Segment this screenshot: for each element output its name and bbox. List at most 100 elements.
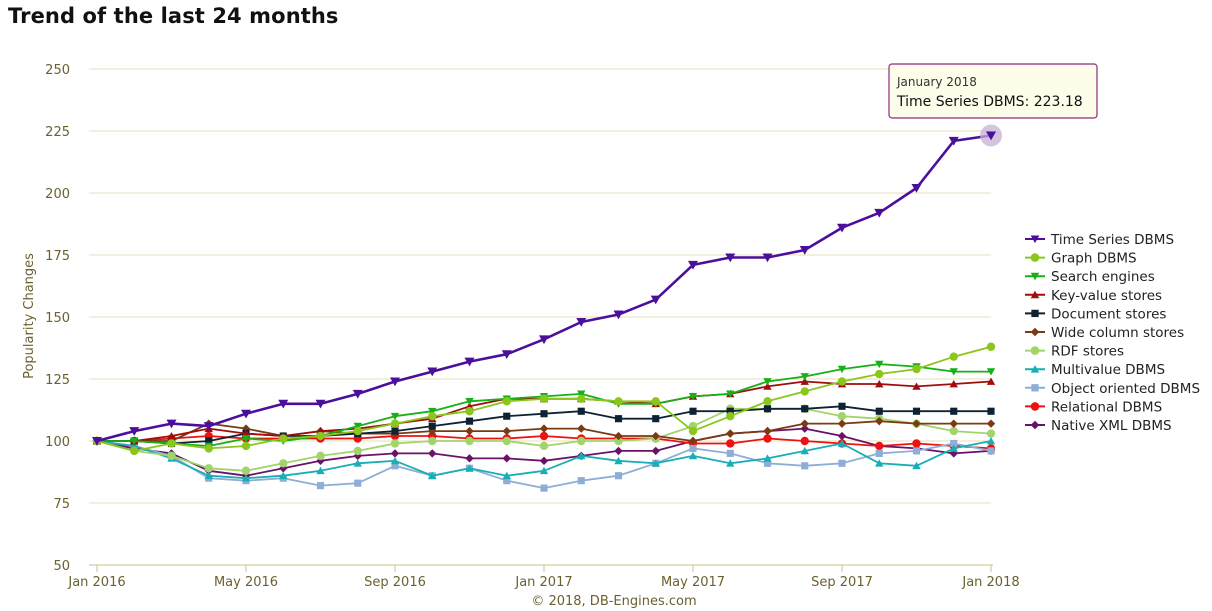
data-point — [539, 441, 549, 451]
data-point — [428, 449, 437, 458]
x-tick-label: Sep 2017 — [811, 575, 873, 590]
data-point — [799, 246, 810, 255]
legend-label: RDF stores — [1051, 344, 1124, 360]
data-point — [650, 295, 661, 305]
y-tick-label: 50 — [53, 559, 70, 574]
data-point — [316, 451, 325, 461]
data-point — [950, 439, 958, 448]
data-point — [651, 446, 660, 456]
data-point — [540, 484, 548, 492]
legend-marker — [1030, 253, 1040, 262]
data-point — [129, 427, 140, 436]
data-point — [800, 424, 809, 433]
data-point — [502, 436, 511, 446]
data-point — [726, 459, 735, 467]
data-point — [726, 412, 735, 421]
x-axis: Jan 2016 May 2016 Sep 2016 Jan 2017 May 2017… — [67, 564, 1020, 590]
data-point — [428, 422, 436, 430]
data-point — [614, 472, 623, 480]
legend-marker — [1031, 384, 1039, 392]
data-point — [465, 436, 474, 446]
data-point — [987, 407, 995, 415]
data-point — [726, 390, 735, 398]
data-point — [875, 369, 884, 379]
data-point — [353, 422, 362, 431]
data-point — [577, 394, 586, 404]
data-point — [353, 446, 362, 456]
y-tick-label: 150 — [45, 311, 70, 326]
legend-item: Wide column stores — [1025, 325, 1184, 341]
data-point — [949, 352, 958, 361]
legend-item: Native XML DBMS — [1025, 418, 1172, 434]
legend-item: Relational DBMS — [1025, 399, 1162, 415]
credit-text: © 2018, DB-Engines.com — [531, 594, 696, 609]
data-point — [688, 436, 698, 446]
y-tick-label: 125 — [45, 373, 70, 388]
legend-label: Multivalue DBMS — [1051, 362, 1165, 378]
data-point — [539, 466, 549, 475]
data-point — [949, 444, 958, 452]
data-point — [577, 390, 586, 398]
y-axis-title: Popularity Changes — [22, 253, 37, 379]
legend-marker — [1030, 235, 1040, 244]
data-point — [986, 342, 996, 351]
x-tick-label: Jan 2017 — [514, 575, 572, 590]
data-point — [837, 365, 847, 374]
data-point — [204, 444, 213, 453]
data-point — [428, 412, 437, 421]
data-point — [315, 399, 326, 409]
data-point — [875, 407, 883, 415]
data-point — [503, 477, 511, 485]
data-point — [391, 427, 399, 435]
data-point — [502, 397, 511, 406]
data-point — [838, 402, 846, 410]
data-point — [390, 377, 400, 387]
data-point — [464, 357, 475, 367]
data-point — [428, 436, 437, 446]
data-point — [948, 136, 959, 146]
data-point — [353, 426, 362, 436]
x-tick-label: May 2016 — [214, 575, 278, 590]
tooltip: January 2018 Time Series DBMS: 223.18 — [888, 63, 1098, 147]
data-point — [353, 459, 362, 467]
legend-label: Native XML DBMS — [1051, 418, 1172, 434]
data-point — [875, 416, 884, 426]
page-title: Trend of the last 24 months — [8, 4, 339, 28]
data-point — [987, 447, 995, 455]
data-point — [689, 444, 697, 453]
data-point — [540, 410, 548, 418]
legend-label: Search engines — [1051, 269, 1155, 285]
data-point — [502, 454, 511, 463]
data-point — [241, 435, 251, 443]
data-point — [465, 397, 474, 406]
data-point — [726, 449, 734, 457]
data-point — [279, 459, 288, 468]
data-point — [912, 382, 921, 390]
data-point — [428, 407, 437, 416]
x-tick-label: Jan 2016 — [67, 575, 125, 590]
data-point — [763, 454, 772, 462]
data-point — [501, 350, 512, 359]
data-point — [725, 253, 736, 263]
data-point — [688, 393, 698, 401]
data-point — [986, 377, 996, 385]
data-point — [763, 378, 772, 386]
legend-marker — [1030, 420, 1040, 430]
data-point — [614, 397, 623, 406]
data-point — [92, 437, 102, 446]
data-point — [502, 471, 511, 480]
data-point — [241, 409, 251, 419]
data-point — [838, 459, 846, 467]
data-point — [130, 446, 139, 456]
data-point — [167, 439, 176, 448]
data-point — [390, 439, 400, 448]
data-point — [986, 419, 996, 428]
data-point — [726, 439, 735, 448]
y-tick-label: 75 — [53, 497, 70, 512]
data-point — [763, 434, 772, 443]
data-point — [613, 310, 624, 320]
data-point — [316, 482, 325, 490]
data-point — [614, 431, 623, 441]
data-point — [614, 446, 623, 456]
data-point — [912, 419, 921, 428]
